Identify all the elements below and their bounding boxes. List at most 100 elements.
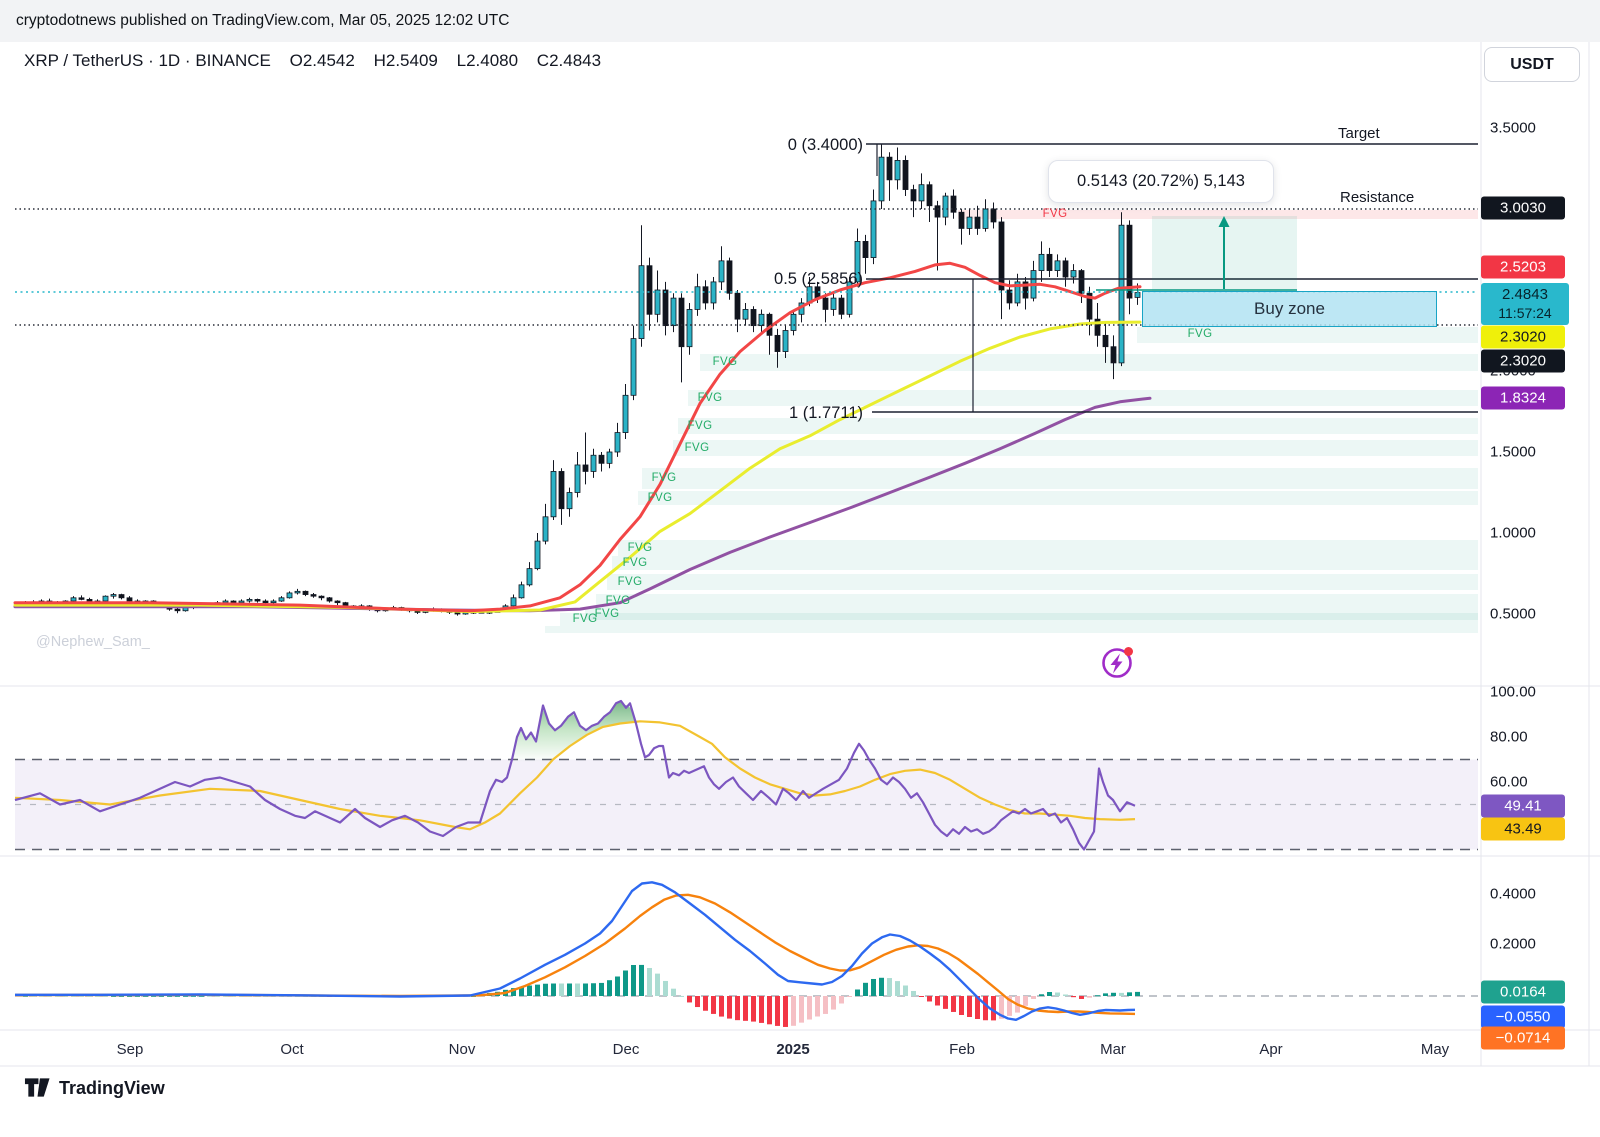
fvg-label: FVG — [1187, 328, 1213, 340]
fvg-label: FVG — [622, 557, 648, 569]
candle-up — [1070, 270, 1077, 278]
candle-down — [934, 205, 941, 218]
ma_red-line — [13, 261, 1142, 613]
symbol-title-row[interactable]: XRP / TetherUS · 1D · BINANCE O2.4542 H2… — [24, 51, 615, 71]
fib-level-1-label: 1 (1.7711) — [789, 404, 863, 422]
attribution-text: cryptodotnews published on TradingView.c… — [16, 12, 510, 29]
rsi-overbought-fill — [508, 701, 638, 804]
candle-up — [686, 309, 693, 348]
author-watermark: @Nephew_Sam_ — [36, 634, 150, 650]
rsi-axis-label: 60.00 — [1490, 773, 1528, 791]
candle-up — [270, 600, 277, 604]
candle-up — [102, 595, 109, 602]
candle-up — [1118, 224, 1125, 364]
candle-up — [518, 584, 525, 599]
ma_purple-line — [13, 396, 1152, 613]
candle-up — [982, 208, 989, 229]
measure-tool — [1096, 216, 1297, 291]
time-axis-label-Nov[interactable]: Nov — [448, 1041, 476, 1058]
candle-down — [774, 334, 781, 352]
time-axis-label-Dec[interactable]: Dec — [612, 1041, 640, 1058]
time-axis-label-Oct[interactable]: Oct — [280, 1041, 304, 1058]
candle-down — [1078, 270, 1085, 294]
price-axis-label: 3.5000 — [1490, 119, 1536, 137]
price-axis-badge-yellow: 2.3020 — [1481, 325, 1565, 349]
attribution-bar: cryptodotnews published on TradingView.c… — [0, 0, 1600, 42]
candle-down — [1022, 281, 1029, 299]
candle-up — [294, 590, 301, 594]
ohlc-high: H2.5409 — [373, 51, 438, 70]
candle-up — [70, 597, 77, 602]
price-axis-badge-black: 2.3020 — [1481, 349, 1565, 373]
candle-up — [278, 597, 285, 602]
buy-zone-box[interactable]: Buy zone — [1142, 291, 1437, 327]
candle-up — [534, 540, 541, 570]
candle-up — [606, 451, 613, 464]
level-lines — [15, 143, 1478, 413]
candle-up — [894, 159, 901, 181]
moving-averages — [13, 261, 1152, 614]
time-axis-label-Apr[interactable]: Apr — [1259, 1041, 1283, 1058]
panel-separators — [0, 42, 1600, 1067]
macd-axis-label: 0.2000 — [1490, 935, 1536, 953]
candle-down — [1126, 224, 1133, 299]
candle-down — [662, 289, 669, 327]
candle-down — [702, 286, 709, 304]
candle-up — [550, 471, 557, 518]
candle-down — [1110, 346, 1117, 364]
lightning-reaction-icon[interactable] — [1099, 646, 1139, 686]
candle-up — [638, 265, 645, 340]
tradingview-wordmark: TradingView — [59, 1077, 165, 1098]
candle-up — [670, 297, 677, 327]
candle-down — [734, 292, 741, 320]
candle-down — [838, 297, 845, 315]
candle-up — [758, 313, 765, 327]
resistance-label: Resistance — [1340, 189, 1415, 206]
fib-level-05-label: 0.5 (2.5856) — [774, 270, 863, 288]
measure-tooltip: 0.5143 (20.72%) 5,143 — [1048, 160, 1274, 203]
ohlc-close: C2.4843 — [536, 51, 602, 70]
tradingview-mark-icon — [24, 1078, 50, 1097]
candle-up — [782, 330, 789, 352]
candle-up — [1038, 253, 1045, 271]
rsi-axis-badge-rsi-yellow: 43.49 — [1481, 817, 1565, 841]
candle-down — [230, 600, 237, 604]
fvg-label: FVG — [572, 613, 598, 625]
fvg-label: FVG — [687, 420, 713, 432]
candle-up — [1054, 260, 1061, 271]
time-axis-label-2025[interactable]: 2025 — [776, 1041, 810, 1058]
time-axis-label-Mar[interactable]: Mar — [1100, 1041, 1126, 1058]
candle-up — [1134, 292, 1141, 298]
candle-up — [566, 492, 573, 510]
tradingview-logo[interactable]: TradingView — [24, 1076, 165, 1100]
time-axis-label-May[interactable]: May — [1420, 1041, 1450, 1058]
candle-up — [918, 184, 925, 202]
current-price-badge: 2.4843 11:57:24 — [1481, 283, 1569, 325]
candle-down — [926, 184, 933, 207]
candle-down — [974, 216, 981, 229]
price-axis-badge-black: 3.0030 — [1481, 196, 1565, 220]
candle-down — [1094, 318, 1101, 336]
symbol-title[interactable]: XRP / TetherUS · 1D · BINANCE — [24, 51, 271, 70]
currency-toggle-button[interactable]: USDT — [1484, 47, 1580, 82]
candle-down — [646, 265, 653, 315]
rsi-axis-label: 80.00 — [1490, 728, 1528, 746]
candle-down — [998, 221, 1005, 291]
candle-down — [118, 594, 125, 599]
lightning-bolt-icon — [1110, 653, 1123, 674]
candle-down — [582, 464, 589, 472]
price-axis-label: 0.5000 — [1490, 605, 1536, 623]
fib-level-0-label: 0 (3.4000) — [787, 136, 863, 154]
candle-down — [1006, 289, 1013, 304]
buy-zone-label: Buy zone — [1254, 299, 1325, 318]
price-axis-label: 1.0000 — [1490, 524, 1536, 542]
candle-down — [326, 597, 333, 602]
time-axis-label-Sep[interactable]: Sep — [116, 1041, 144, 1058]
macd-line — [15, 881, 1136, 1021]
candle-up — [526, 568, 533, 586]
time-axis-label-Feb[interactable]: Feb — [949, 1041, 975, 1058]
candle-up — [870, 200, 877, 258]
candle-up — [238, 600, 245, 604]
candle-up — [630, 338, 637, 396]
